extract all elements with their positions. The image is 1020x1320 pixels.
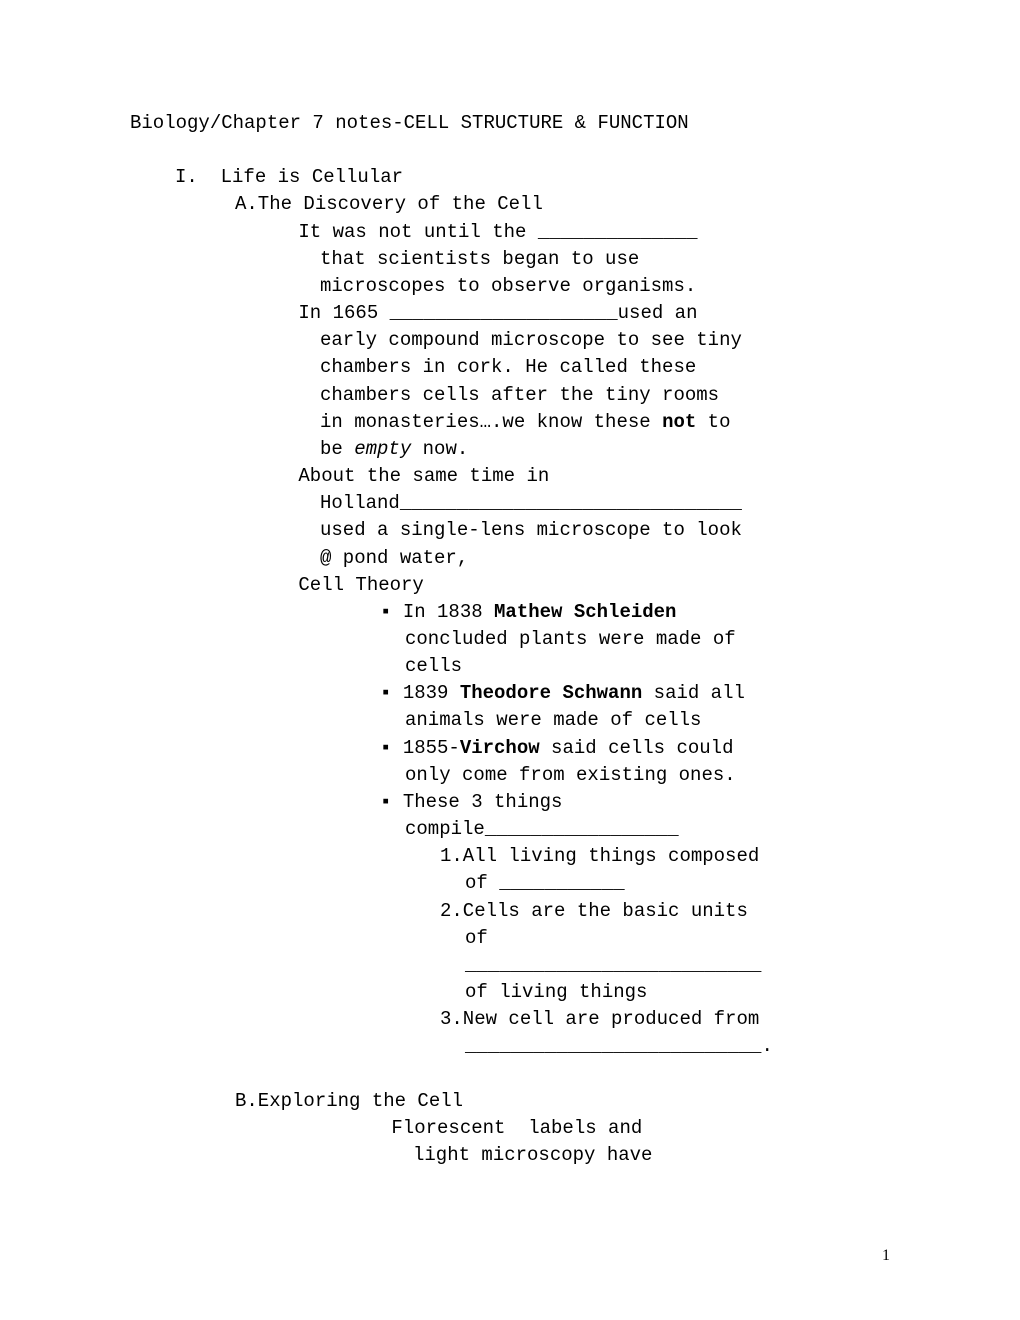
numbered-text: of living things [130, 979, 890, 1006]
bullet-text: Holland______________________________ [130, 490, 890, 517]
square-bullet-icon: ▪ [380, 682, 391, 704]
numbered-item: 2.Cells are the basic units [130, 898, 890, 925]
bullet-item: Florescent labels and [130, 1115, 890, 1142]
numbered-text: of ___________ [130, 870, 890, 897]
sub-bullet-item: ▪ 1839 Theodore Schwann said all [130, 680, 890, 707]
numbered-text: of [130, 925, 890, 952]
sub-bullet-text: animals were made of cells [130, 707, 890, 734]
blank-line [130, 137, 890, 164]
numbered-item: 3.New cell are produced from [130, 1006, 890, 1033]
sub-bullet-item: ▪ 1855-Virchow said cells could [130, 735, 890, 762]
section-A: A.The Discovery of the Cell [130, 191, 890, 218]
bullet-text: be empty now. [130, 436, 890, 463]
bullet-item: About the same time in [130, 463, 890, 490]
bullet-text: used a single-lens microscope to look [130, 517, 890, 544]
numbered-text: __________________________. [130, 1033, 890, 1060]
bullet-text: light microscopy have [130, 1142, 890, 1169]
page-number: 1 [882, 1247, 890, 1265]
bullet-item: Cell Theory [130, 572, 890, 599]
section-B: B.Exploring the Cell [130, 1088, 890, 1115]
bullet-text: microscopes to observe organisms. [130, 273, 890, 300]
bullet-text: chambers in cork. He called these [130, 354, 890, 381]
sub-bullet-text: concluded plants were made of [130, 626, 890, 653]
numbered-item: 1.All living things composed [130, 843, 890, 870]
bullet-text: early compound microscope to see tiny [130, 327, 890, 354]
square-bullet-icon: ▪ [380, 601, 391, 623]
square-bullet-icon: ▪ [380, 737, 391, 759]
bullet-item: In 1665 ____________________used an [130, 300, 890, 327]
bullet-item: It was not until the ______________ [130, 219, 890, 246]
sub-bullet-text: cells [130, 653, 890, 680]
blank-line [130, 1060, 890, 1087]
square-bullet-icon: ▪ [380, 791, 391, 813]
numbered-text: __________________________ [130, 952, 890, 979]
bullet-text: that scientists began to use [130, 246, 890, 273]
sub-bullet-text: only come from existing ones. [130, 762, 890, 789]
sub-bullet-item: ▪ These 3 things [130, 789, 890, 816]
bullet-text: @ pond water, [130, 545, 890, 572]
sub-bullet-text: compile_________________ [130, 816, 890, 843]
sub-bullet-item: ▪ In 1838 Mathew Schleiden [130, 599, 890, 626]
bullet-text: chambers cells after the tiny rooms [130, 382, 890, 409]
bullet-text: in monasteries….we know these not to [130, 409, 890, 436]
document-title: Biology/Chapter 7 notes-CELL STRUCTURE &… [130, 110, 890, 137]
section-roman-I: I. Life is Cellular [130, 164, 890, 191]
